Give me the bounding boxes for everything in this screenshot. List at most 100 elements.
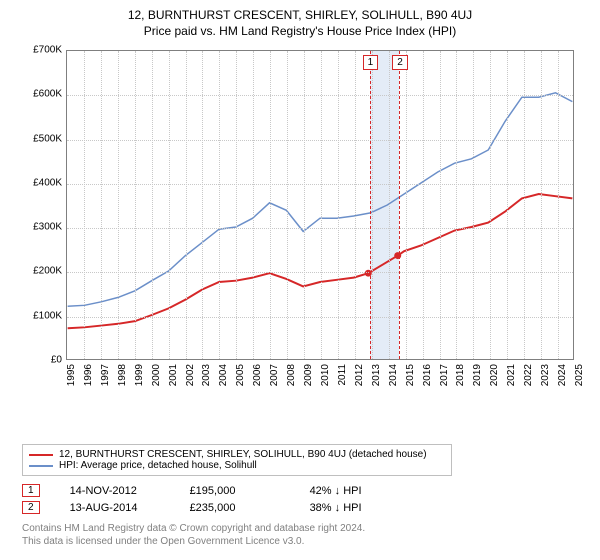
gridline-v bbox=[169, 51, 170, 359]
gridline-v bbox=[524, 51, 525, 359]
x-axis-label: 2013 bbox=[371, 364, 382, 404]
x-axis-label: 2000 bbox=[151, 364, 162, 404]
gridline-v bbox=[558, 51, 559, 359]
legend-label: 12, BURNTHURST CRESCENT, SHIRLEY, SOLIHU… bbox=[59, 449, 427, 460]
series-price_paid bbox=[68, 194, 573, 328]
gridline-v bbox=[389, 51, 390, 359]
gridline-v bbox=[440, 51, 441, 359]
x-axis-label: 2023 bbox=[540, 364, 551, 404]
gridline-v bbox=[507, 51, 508, 359]
gridline-v bbox=[135, 51, 136, 359]
chart-svg bbox=[67, 51, 573, 359]
x-axis-label: 2020 bbox=[489, 364, 500, 404]
sale-delta: 38% ↓ HPI bbox=[310, 502, 400, 514]
chart-wrap: 12 £0 £100K £200K £300K £400K £500K £600K £700K… bbox=[22, 44, 578, 404]
gridline-v bbox=[186, 51, 187, 359]
x-axis-label: 1997 bbox=[100, 364, 111, 404]
y-axis-label: £200K bbox=[22, 266, 62, 277]
x-axis-label: 2014 bbox=[388, 364, 399, 404]
marker-label: 1 bbox=[363, 55, 379, 70]
x-axis-label: 2002 bbox=[185, 364, 196, 404]
x-axis-label: 2021 bbox=[506, 364, 517, 404]
x-axis-label: 2017 bbox=[439, 364, 450, 404]
chart-title: 12, BURNTHURST CRESCENT, SHIRLEY, SOLIHU… bbox=[22, 8, 578, 22]
y-axis-label: £400K bbox=[22, 177, 62, 188]
gridline-v bbox=[355, 51, 356, 359]
attribution-text: Contains HM Land Registry data © Crown c… bbox=[22, 522, 578, 548]
attribution-line1: Contains HM Land Registry data © Crown c… bbox=[22, 522, 578, 535]
y-axis-label: £300K bbox=[22, 222, 62, 233]
gridline-v bbox=[270, 51, 271, 359]
gridline-v bbox=[101, 51, 102, 359]
x-axis-label: 2006 bbox=[252, 364, 263, 404]
gridline-v bbox=[456, 51, 457, 359]
gridline-v bbox=[84, 51, 85, 359]
chart-plot-area: 12 bbox=[66, 50, 574, 360]
sale-date: 13-AUG-2014 bbox=[70, 502, 160, 514]
attribution-line2: This data is licensed under the Open Gov… bbox=[22, 535, 578, 548]
x-axis-label: 1996 bbox=[83, 364, 94, 404]
legend-box: 12, BURNTHURST CRESCENT, SHIRLEY, SOLIHU… bbox=[22, 444, 452, 476]
gridline-v bbox=[202, 51, 203, 359]
x-axis-label: 2001 bbox=[168, 364, 179, 404]
gridline-h bbox=[67, 140, 573, 141]
gridline-v bbox=[490, 51, 491, 359]
marker-label: 2 bbox=[392, 55, 408, 70]
x-axis-label: 2011 bbox=[337, 364, 348, 404]
chart-container: 12, BURNTHURST CRESCENT, SHIRLEY, SOLIHU… bbox=[0, 0, 600, 560]
gridline-h bbox=[67, 95, 573, 96]
x-axis-label: 1998 bbox=[117, 364, 128, 404]
marker-line bbox=[399, 51, 400, 359]
legend-swatch bbox=[29, 465, 53, 467]
y-axis-label: £500K bbox=[22, 133, 62, 144]
sale-row: 114-NOV-2012£195,00042% ↓ HPI bbox=[22, 484, 578, 497]
y-axis-label: £700K bbox=[22, 45, 62, 56]
x-axis-label: 2015 bbox=[405, 364, 416, 404]
gridline-v bbox=[118, 51, 119, 359]
series-hpi bbox=[68, 93, 573, 306]
gridline-h bbox=[67, 184, 573, 185]
gridline-v bbox=[406, 51, 407, 359]
gridline-v bbox=[372, 51, 373, 359]
sale-date: 14-NOV-2012 bbox=[70, 485, 160, 497]
legend-item: HPI: Average price, detached house, Soli… bbox=[29, 460, 445, 471]
sale-index-badge: 2 bbox=[22, 501, 40, 514]
x-axis-label: 2010 bbox=[320, 364, 331, 404]
gridline-v bbox=[541, 51, 542, 359]
x-axis-label: 2004 bbox=[218, 364, 229, 404]
legend-label: HPI: Average price, detached house, Soli… bbox=[59, 460, 257, 471]
x-axis-label: 2018 bbox=[455, 364, 466, 404]
chart-subtitle: Price paid vs. HM Land Registry's House … bbox=[22, 24, 578, 38]
sale-price: £235,000 bbox=[190, 502, 280, 514]
y-axis-label: £600K bbox=[22, 89, 62, 100]
gridline-v bbox=[304, 51, 305, 359]
gridline-v bbox=[287, 51, 288, 359]
gridline-v bbox=[152, 51, 153, 359]
gridline-v bbox=[473, 51, 474, 359]
gridline-v bbox=[236, 51, 237, 359]
legend-swatch bbox=[29, 454, 53, 456]
gridline-h bbox=[67, 228, 573, 229]
x-axis-label: 2003 bbox=[201, 364, 212, 404]
y-axis-label: £100K bbox=[22, 310, 62, 321]
x-axis-label: 2019 bbox=[472, 364, 483, 404]
legend-item: 12, BURNTHURST CRESCENT, SHIRLEY, SOLIHU… bbox=[29, 449, 445, 460]
gridline-v bbox=[321, 51, 322, 359]
x-axis-label: 2008 bbox=[286, 364, 297, 404]
x-axis-label: 1999 bbox=[134, 364, 145, 404]
x-axis-label: 2012 bbox=[354, 364, 365, 404]
gridline-v bbox=[338, 51, 339, 359]
gridline-v bbox=[423, 51, 424, 359]
x-axis-label: 1995 bbox=[66, 364, 77, 404]
y-axis-label: £0 bbox=[22, 355, 62, 366]
x-axis-label: 2007 bbox=[269, 364, 280, 404]
x-axis-label: 2009 bbox=[303, 364, 314, 404]
gridline-v bbox=[219, 51, 220, 359]
sale-delta: 42% ↓ HPI bbox=[310, 485, 400, 497]
gridline-h bbox=[67, 317, 573, 318]
x-axis-label: 2022 bbox=[523, 364, 534, 404]
gridline-h bbox=[67, 272, 573, 273]
gridline-v bbox=[253, 51, 254, 359]
x-axis-label: 2005 bbox=[235, 364, 246, 404]
sale-index-badge: 1 bbox=[22, 484, 40, 497]
